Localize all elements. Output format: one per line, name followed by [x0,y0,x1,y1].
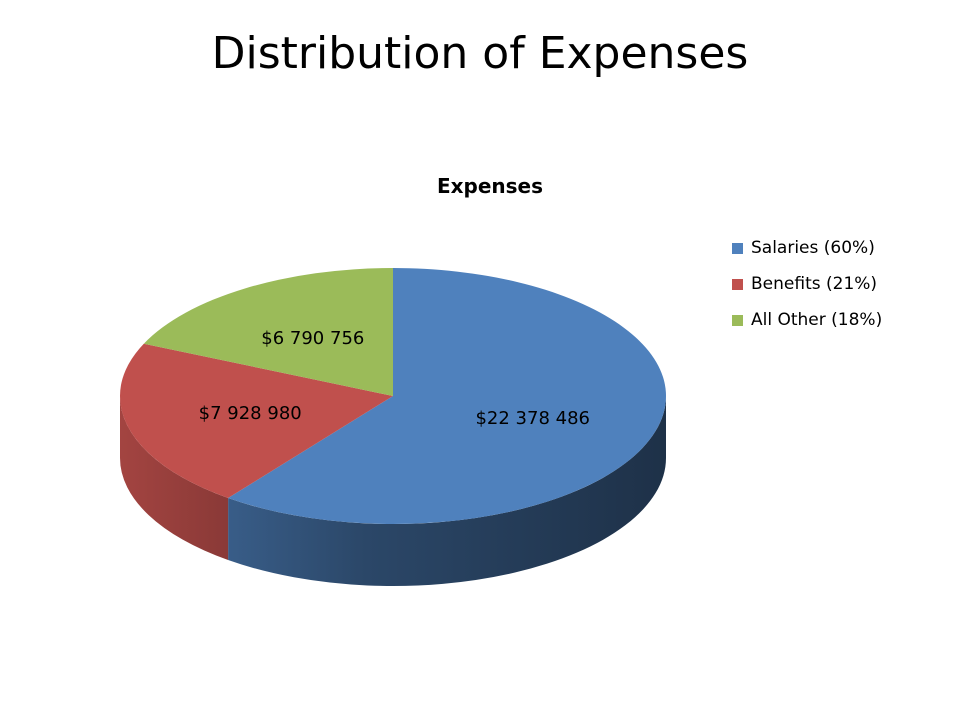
pie-slice-benefits [120,343,393,499]
chart-title: Expenses [436,174,544,198]
pie-tops [120,268,667,524]
legend-label-benefits: Benefits (21%) [751,274,878,294]
legend-label-all-other: All Other (18%) [751,310,883,330]
data-label-benefits: $7 928 980 [199,403,302,424]
legend-label-salaries: Salaries (60%) [751,238,875,258]
pie-slice-salaries [228,268,667,524]
pie-data-labels: $22 378 486 $7 928 980 $6 790 756 [199,328,590,429]
pie-side-benefits [119,396,229,561]
slide-title: Distribution of Expenses [211,28,749,79]
pie-side-salaries [228,396,667,586]
legend-swatch-salaries [732,242,743,254]
data-label-all-other: $6 790 756 [261,328,364,349]
pie-sides [119,396,667,586]
legend-item-all-other: All Other (18%) [732,302,882,338]
legend-item-salaries: Salaries (60%) [732,230,882,266]
legend-swatch-benefits [732,278,743,290]
data-label-salaries: $22 378 486 [475,408,590,429]
pie-slice-all-other [143,268,393,396]
legend-swatch-all-other [732,314,743,326]
legend-item-benefits: Benefits (21%) [732,266,882,302]
legend: Salaries (60%) Benefits (21%) All Other … [732,230,882,338]
